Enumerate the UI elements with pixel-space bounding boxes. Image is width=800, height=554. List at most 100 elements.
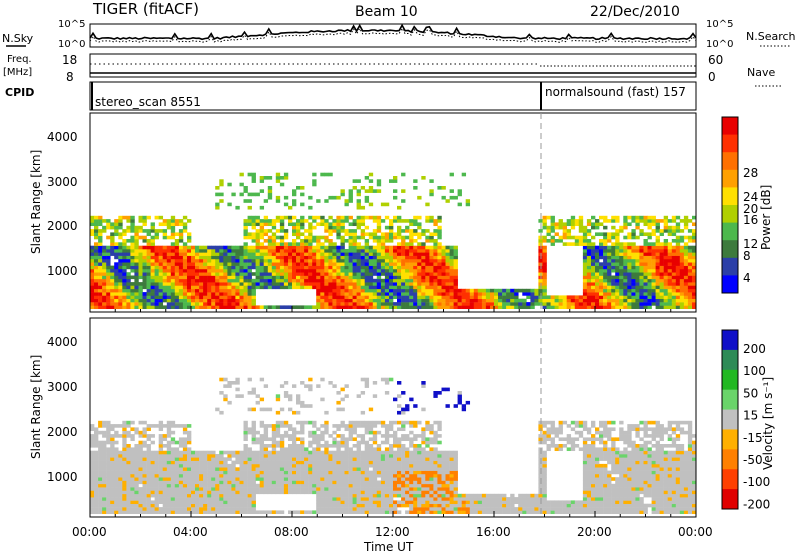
- heatmap-cell: [275, 219, 281, 223]
- heatmap-cell: [328, 460, 333, 465]
- heatmap-cell: [110, 480, 115, 485]
- heatmap-cell: [312, 275, 317, 280]
- heatmap-cell: [324, 430, 329, 435]
- heatmap-cell: [647, 252, 652, 256]
- heatmap-cell: [352, 477, 357, 481]
- heatmap-cell: [372, 437, 378, 442]
- heatmap-cell: [364, 473, 370, 478]
- heatmap-cell: [663, 255, 669, 260]
- heatmap-cell: [174, 292, 180, 296]
- heatmap-cell: [94, 252, 99, 256]
- heatmap-cell: [114, 490, 119, 495]
- heatmap-cell: [199, 473, 204, 478]
- heatmap-cell: [114, 219, 119, 223]
- heatmap-cell: [340, 222, 345, 227]
- heatmap-cell: [389, 262, 394, 266]
- heatmap-cell: [360, 480, 366, 485]
- heatmap-cell: [235, 268, 240, 273]
- heatmap-cell: [223, 275, 228, 280]
- heatmap-cell: [437, 275, 442, 280]
- heatmap-cell: [647, 305, 652, 310]
- heatmap-cell: [203, 245, 208, 250]
- heatmap-cell: [166, 440, 172, 445]
- heatmap-cell: [376, 255, 382, 260]
- heatmap-cell: [182, 278, 188, 283]
- heatmap-cell: [292, 268, 297, 273]
- heatmap-cell: [122, 215, 127, 220]
- heatmap-cell: [332, 477, 337, 481]
- heatmap-cell: [578, 225, 584, 230]
- heatmap-cell: [582, 252, 588, 256]
- heatmap-cell: [178, 490, 184, 495]
- heatmap-cell: [631, 258, 636, 263]
- heatmap-cell: [429, 235, 434, 240]
- heatmap-cell: [122, 239, 127, 243]
- heatmap-cell: [360, 487, 366, 491]
- heatmap-cell: [421, 249, 426, 253]
- heatmap-cell: [142, 503, 147, 508]
- heatmap-cell: [263, 463, 269, 468]
- heatmap-cell: [308, 255, 313, 260]
- heatmap-cell: [320, 222, 325, 227]
- heatmap-cell: [348, 272, 353, 276]
- heatmap-cell: [106, 305, 111, 310]
- heatmap-cell: [380, 262, 386, 266]
- heatmap-cell: [267, 249, 273, 253]
- heatmap-cell: [304, 460, 309, 465]
- heatmap-cell: [639, 245, 644, 250]
- heatmap-cell: [235, 480, 240, 485]
- heatmap-cell: [413, 239, 418, 243]
- heatmap-cell: [255, 252, 260, 256]
- heatmap-cell: [162, 467, 168, 471]
- heatmap-cell: [118, 470, 123, 475]
- heatmap-cell: [308, 457, 313, 461]
- heatmap-cell: [603, 262, 608, 266]
- heatmap-cell: [288, 222, 293, 227]
- heatmap-cell: [586, 305, 592, 310]
- heatmap-cell: [421, 255, 426, 260]
- heatmap-cell: [332, 258, 337, 263]
- heatmap-cell: [611, 232, 616, 237]
- heatmap-cell: [203, 295, 208, 300]
- heatmap-cell: [360, 391, 366, 395]
- heatmap-cell: [481, 288, 487, 293]
- heatmap-cell: [376, 460, 382, 465]
- heatmap-cell: [182, 490, 188, 495]
- heatmap-cell: [118, 285, 123, 290]
- heatmap-cell: [142, 444, 147, 448]
- heatmap-cell: [142, 480, 147, 485]
- heatmap-cell: [215, 245, 220, 250]
- heatmap-cell: [578, 242, 584, 246]
- heatmap-cell: [336, 288, 341, 293]
- heatmap-cell: [187, 255, 192, 260]
- heatmap-cell: [453, 262, 458, 266]
- heatmap-cell: [328, 242, 333, 246]
- heatmap-cell: [195, 483, 200, 488]
- heatmap-cell: [162, 503, 168, 508]
- heatmap-cell: [170, 282, 176, 286]
- heatmap-cell: [465, 202, 471, 207]
- heatmap-cell: [380, 282, 386, 286]
- heatmap-cell: [433, 298, 438, 303]
- heatmap-cell: [437, 186, 442, 190]
- heatmap-cell: [453, 288, 458, 293]
- heatmap-cell: [255, 454, 260, 458]
- heatmap-cell: [122, 487, 127, 491]
- heatmap-cell: [263, 430, 269, 435]
- heatmap-cell: [655, 298, 660, 303]
- heatmap-cell: [110, 507, 115, 511]
- heatmap-cell: [340, 235, 345, 240]
- heatmap-cell: [106, 258, 111, 263]
- heatmap-cell: [94, 460, 99, 465]
- heatmap-cell: [118, 242, 123, 246]
- heatmap-cell: [316, 265, 321, 270]
- heatmap-cell: [122, 242, 127, 246]
- heatmap-cell: [393, 272, 398, 276]
- heatmap-cell: [348, 242, 353, 246]
- heatmap-cell: [187, 268, 192, 273]
- heatmap-cell: [607, 268, 612, 273]
- heatmap-cell: [150, 245, 155, 250]
- heatmap-cell: [247, 278, 252, 283]
- heatmap-cell: [251, 470, 256, 475]
- heatmap-cell: [178, 457, 184, 461]
